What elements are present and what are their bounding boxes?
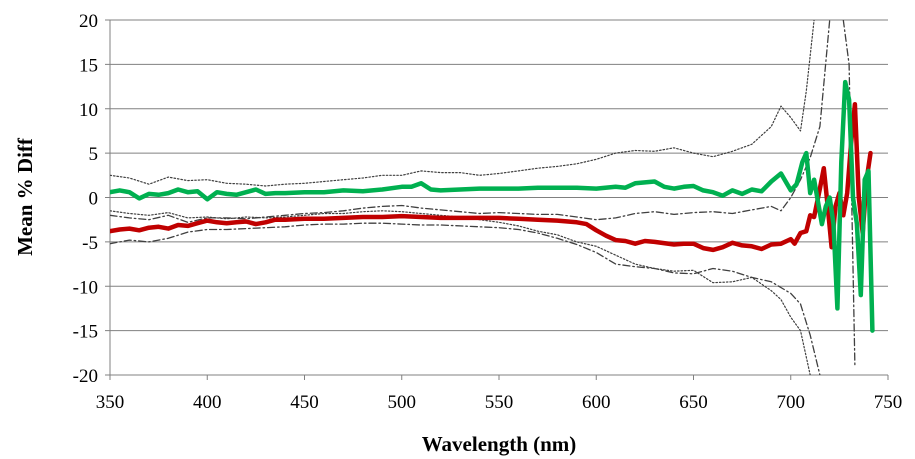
series-group (110, 20, 875, 375)
series-line-4 (110, 20, 831, 223)
x-tick-label: 600 (582, 392, 611, 413)
series-line-5 (110, 222, 821, 375)
x-tick-label: 350 (96, 392, 125, 413)
x-tick-label: 500 (388, 392, 417, 413)
x-tick-label: 700 (777, 392, 806, 413)
x-axis-label: Wavelength (nm) (422, 432, 577, 456)
y-tick-label: 20 (79, 11, 98, 32)
x-tick-label: 750 (874, 392, 903, 413)
series-line-0 (110, 102, 873, 253)
y-tick-label: -20 (73, 366, 98, 387)
y-tick-label: 10 (79, 100, 98, 121)
y-tick-label: -5 (82, 233, 98, 254)
y-axis-label: Mean % Diff (13, 137, 37, 256)
axes (105, 19, 889, 380)
y-tick-label: 5 (89, 144, 99, 165)
x-tick-label: 400 (193, 392, 222, 413)
tick-labels: 20 15 10 5 0 -5 -10 -15 -20 350 400 450 500 550 600 650… (73, 11, 903, 413)
x-tick-label: 650 (679, 392, 708, 413)
x-tick-label: 450 (290, 392, 319, 413)
y-tick-label: 0 (89, 189, 99, 210)
y-tick-label: 15 (79, 55, 98, 76)
gridlines (110, 19, 888, 376)
series-line-6 (842, 20, 856, 367)
x-tick-label: 550 (485, 392, 514, 413)
series-line-2 (110, 20, 815, 187)
series-line-1 (110, 79, 875, 333)
y-tick-label: -10 (73, 277, 98, 298)
y-tick-label: -15 (73, 322, 98, 343)
series-line-3 (110, 210, 811, 375)
